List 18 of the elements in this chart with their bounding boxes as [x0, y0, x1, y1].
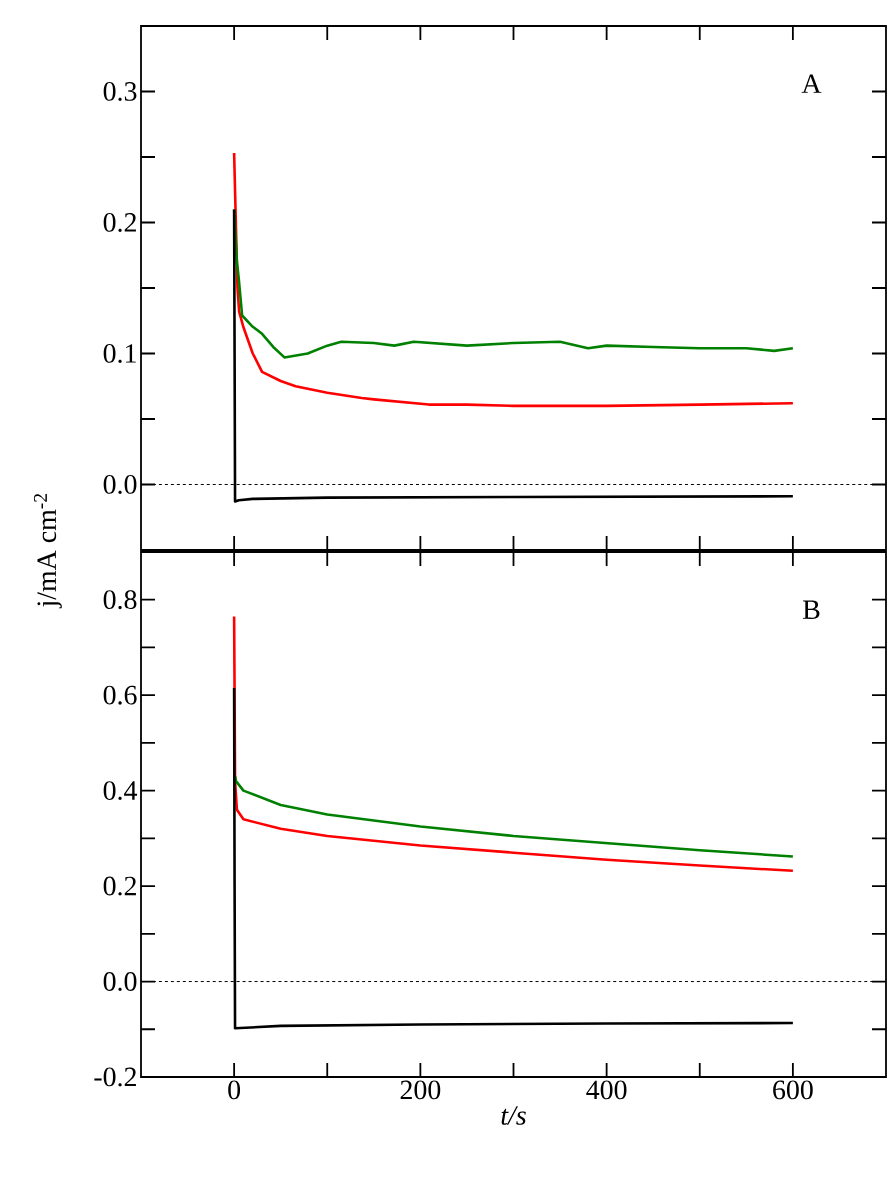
x-tick-label: 200	[400, 1080, 441, 1100]
y-tick-label: 0.2	[103, 876, 136, 896]
annotation: B	[802, 600, 820, 619]
y-tick-label: 0.4	[103, 781, 138, 801]
y-tick-label: -0.2	[94, 1067, 136, 1087]
y-tick-label: 0.0	[103, 475, 137, 494]
y-tick-label: 0.2	[103, 213, 136, 232]
x-tick-label: 0	[228, 1080, 241, 1100]
annotation: A	[801, 74, 822, 93]
y-tick-label: 0.3	[103, 82, 137, 101]
x-axis-title: t/s	[501, 1106, 526, 1125]
y-tick-label: 0.8	[103, 590, 137, 610]
x-tick-label: 400	[586, 1080, 627, 1100]
x-tick-label: 600	[773, 1080, 813, 1100]
y-tick-label: 0.6	[103, 685, 137, 705]
y-tick-label: 0.1	[103, 344, 136, 363]
y-tick-label: 0.0	[103, 972, 137, 991]
y-axis-title: j/mA cm$^{-2}$	[33, 493, 62, 609]
